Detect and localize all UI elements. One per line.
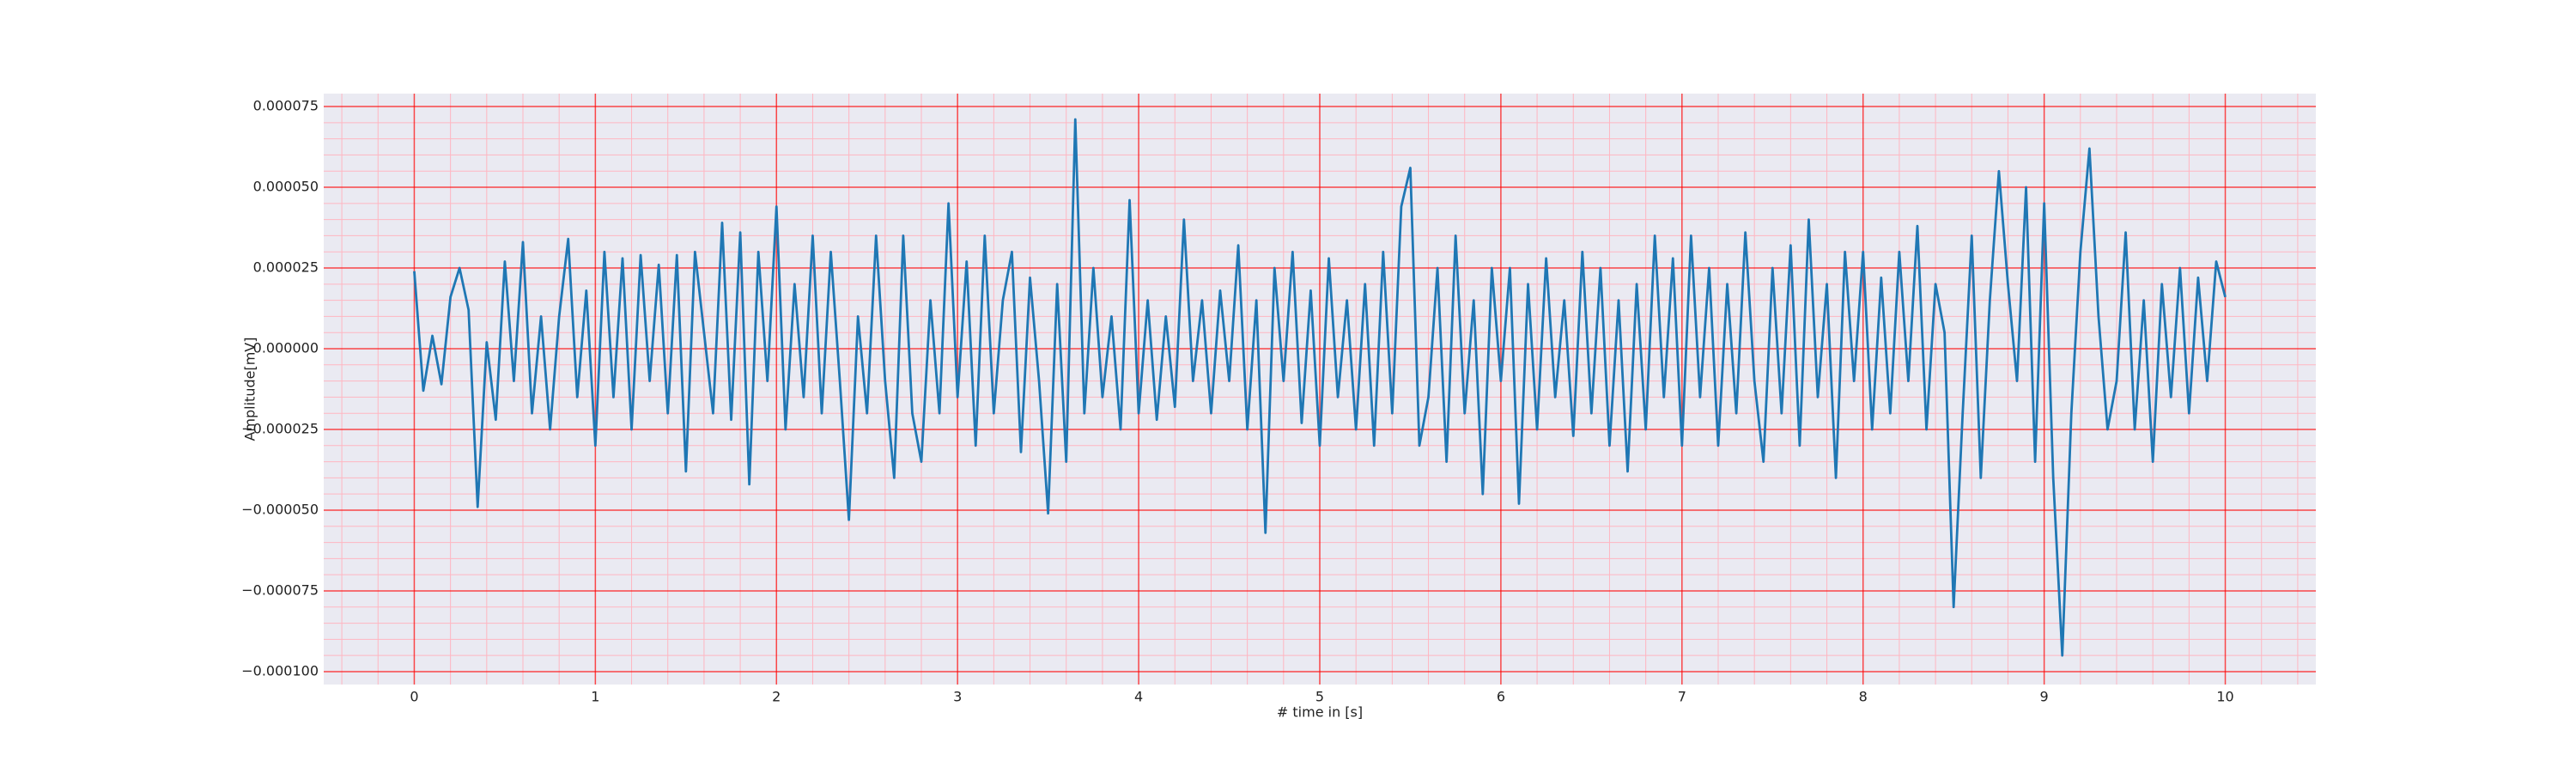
x-tick-label: 5 [1315,689,1324,705]
x-tick-label: 2 [772,689,781,705]
y-tick-label: 0.000075 [253,98,319,114]
y-tick-label: −0.000100 [241,662,319,679]
x-tick-label: 0 [410,689,418,705]
y-tick-label: −0.000075 [241,581,319,598]
x-tick-label: 9 [2040,689,2049,705]
x-tick-label: 3 [953,689,962,705]
y-tick-label: 0.000050 [253,179,319,195]
y-tick-label: 0.000025 [253,259,319,276]
y-tick-label: −0.000025 [241,420,319,436]
x-tick-label: 8 [1859,689,1868,705]
y-tick-label: −0.000050 [241,501,319,517]
y-axis-label: Amplitude[mV] [242,337,258,441]
x-tick-label: 10 [2216,689,2233,705]
x-tick-label: 1 [591,689,599,705]
x-tick-label: 4 [1134,689,1143,705]
data-line [413,118,2227,657]
x-tick-label: 6 [1497,689,1505,705]
y-tick-label: 0.000000 [253,340,319,356]
x-tick-label: 7 [1678,689,1686,705]
x-axis-label: # time in [s] [1277,704,1363,721]
